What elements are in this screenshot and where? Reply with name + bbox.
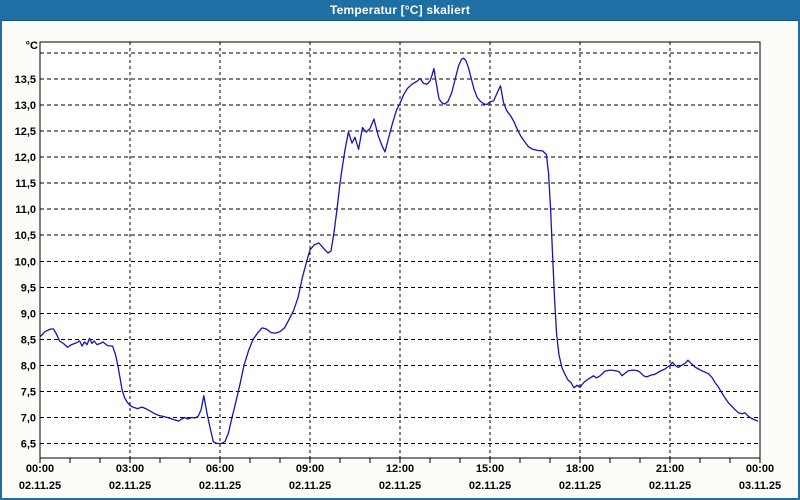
- y-tick-label: 9,5: [21, 282, 36, 294]
- y-tick-label: 12,0: [15, 152, 36, 164]
- y-axis-unit-label: °C: [26, 40, 38, 52]
- x-tick-time-label: 09:00: [296, 463, 324, 475]
- x-tick-date-label: 02.11.25: [649, 480, 691, 492]
- y-tick-label: 8,5: [21, 334, 36, 346]
- x-tick-time-label: 15:00: [476, 463, 504, 475]
- y-tick-label: 7,0: [21, 412, 36, 424]
- y-tick-label: 6,5: [21, 439, 36, 451]
- x-tick-time-label: 12:00: [386, 463, 414, 475]
- x-tick-time-label: 00:00: [26, 463, 54, 475]
- x-tick-time-label: 00:00: [746, 463, 774, 475]
- x-axis-tick-labels: 00:00 02.11.25 03:00 02.11.25 06:00 02.11.25 0…: [19, 463, 781, 492]
- y-tick-label: 7,5: [21, 386, 36, 398]
- x-tick-time-label: 06:00: [206, 463, 234, 475]
- x-tick-date-label: 02.11.25: [469, 480, 511, 492]
- window-title: Temperatur [°C] skaliert: [329, 3, 471, 17]
- x-tick-date-label: 02.11.25: [379, 480, 421, 492]
- x-tick-time-label: 18:00: [566, 463, 594, 475]
- y-tick-label: 13,5: [15, 74, 36, 86]
- x-axis-minor-ticks: [39, 458, 761, 463]
- y-tick-label: 8,0: [21, 360, 36, 372]
- plot-area: [40, 42, 760, 458]
- x-tick-date-label: 02.11.25: [289, 480, 331, 492]
- x-tick-time-label: 03:00: [116, 463, 144, 475]
- y-tick-label: 13,0: [15, 100, 36, 112]
- y-tick-label: 10,5: [15, 230, 36, 242]
- x-tick-date-label: 02.11.25: [109, 480, 151, 492]
- x-tick-time-label: 21:00: [656, 463, 684, 475]
- y-tick-label: 10,0: [15, 256, 36, 268]
- x-tick-date-label: 03.11.25: [739, 480, 781, 492]
- x-tick-date-label: 02.11.25: [19, 480, 61, 492]
- temperature-series-line: [39, 57, 759, 445]
- y-axis-tick-labels: 13,5 13,0 12,5 12,0 11,5 11,0 10,5 10,0 9,5 9,0 8,…: [15, 74, 36, 450]
- y-tick-label: 12,5: [15, 126, 36, 138]
- y-tick-label: 11,0: [15, 204, 36, 216]
- window-title-bar[interactable]: Temperatur [°C] skaliert: [2, 0, 798, 21]
- x-tick-date-label: 02.11.25: [199, 480, 241, 492]
- x-tick-date-label: 02.11.25: [559, 480, 601, 492]
- y-tick-label: 11,5: [15, 178, 36, 190]
- y-tick-label: 9,0: [21, 308, 36, 320]
